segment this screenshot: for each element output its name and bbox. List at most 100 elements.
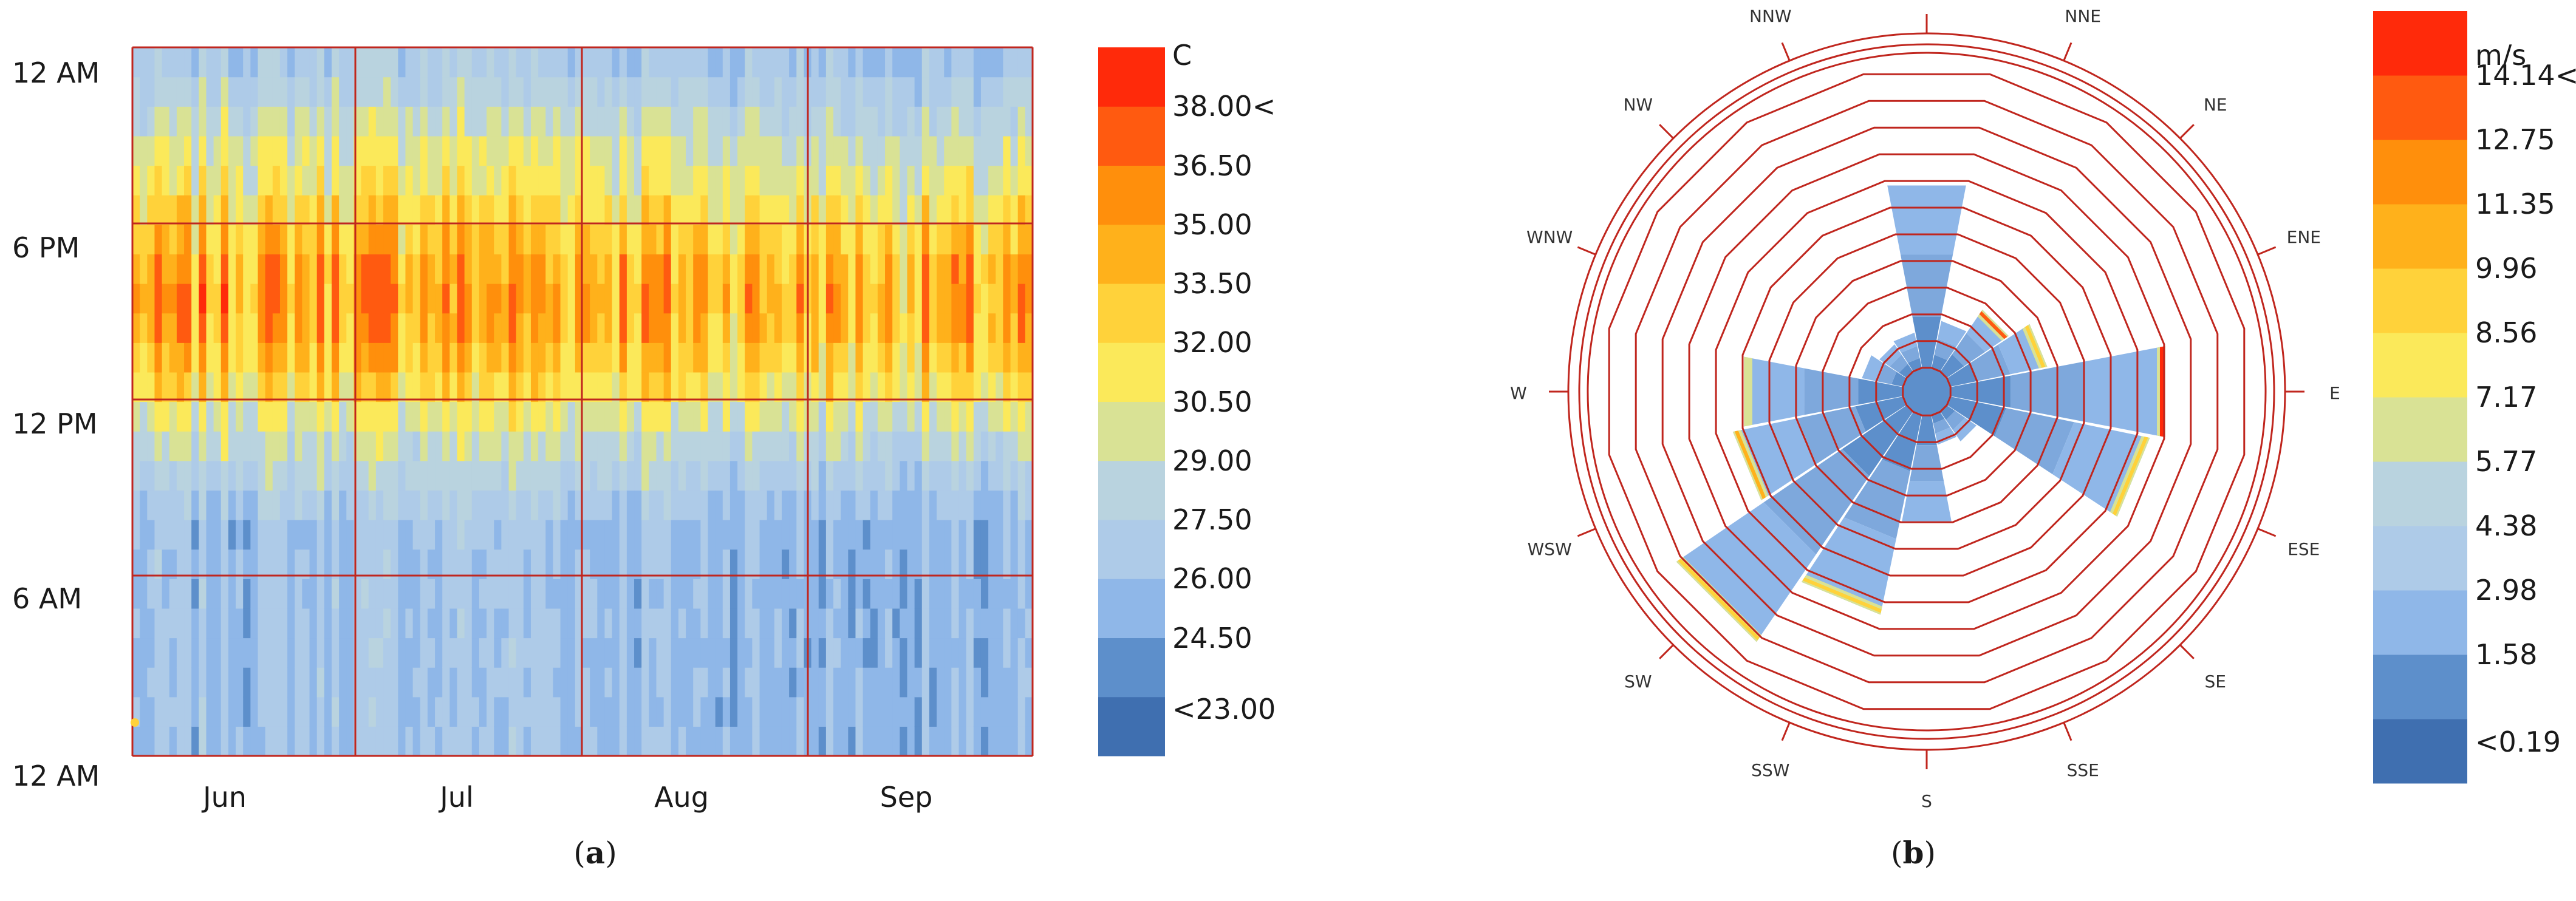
heatmap-cell	[796, 638, 805, 668]
heatmap-cell	[508, 726, 517, 756]
heatmap-cell	[700, 284, 709, 314]
heatmap-cell	[427, 579, 436, 609]
heatmap-cell	[331, 638, 340, 668]
heatmap-cell	[958, 342, 967, 373]
heatmap-cell	[427, 608, 436, 639]
heatmap-cell	[250, 696, 259, 727]
heatmap-cell	[958, 195, 967, 225]
heatmap-cell	[789, 726, 797, 756]
heatmap-cell	[516, 638, 524, 668]
heatmap-cell	[464, 667, 473, 698]
heatmap-cell	[715, 165, 723, 195]
heatmap-cell	[921, 135, 930, 166]
heatmap-cell	[958, 284, 967, 314]
compass-label: SSW	[1751, 760, 1789, 780]
heatmap-cell	[339, 165, 347, 195]
heatmap-cell	[811, 460, 819, 491]
heatmap-cell	[487, 106, 494, 137]
heatmap-cell	[929, 608, 937, 639]
heatmap-cell	[597, 372, 606, 403]
heatmap-cell	[656, 726, 664, 756]
heatmap-cell	[914, 638, 923, 668]
colorbar-b-swatch	[2373, 526, 2467, 591]
heatmap-cell	[258, 401, 266, 432]
heatmap-cell	[206, 520, 214, 550]
heatmap-cell	[375, 431, 384, 461]
heatmap-cell	[641, 254, 649, 284]
heatmap-cell	[759, 638, 768, 668]
heatmap-cell	[324, 195, 332, 225]
heatmap-cell	[346, 195, 355, 225]
heatmap-cell	[833, 224, 841, 254]
colorbar-a-label: 35.00	[1172, 208, 1252, 241]
heatmap-cell	[789, 372, 797, 403]
heatmap-cell	[649, 47, 657, 78]
heatmap-cell	[693, 549, 701, 579]
heatmap-cell	[796, 284, 805, 314]
heatmap-cell	[169, 638, 177, 668]
heatmap-cell	[907, 76, 915, 107]
heatmap-cell	[405, 608, 414, 639]
heatmap-cell	[634, 460, 642, 491]
heatmap-cell	[553, 76, 561, 107]
heatmap-cell	[811, 47, 819, 78]
heatmap-cell	[316, 431, 325, 461]
heatmap-cell	[236, 431, 244, 461]
heatmap-cell	[545, 342, 554, 373]
heatmap-cell	[199, 372, 207, 403]
heatmap-cell	[900, 342, 908, 373]
heatmap-cell	[833, 195, 841, 225]
heatmap-cell	[191, 549, 199, 579]
heatmap-cell	[825, 608, 834, 639]
heatmap-cell	[752, 431, 760, 461]
heatmap-cell	[722, 342, 731, 373]
heatmap-cell	[980, 342, 989, 373]
heatmap-cell	[316, 224, 325, 254]
heatmap-cell	[346, 372, 355, 403]
heatmap-cell	[796, 76, 805, 107]
heatmap-cell	[604, 490, 613, 520]
heatmap-cell	[1010, 431, 1019, 461]
heatmap-cell	[501, 106, 510, 137]
heatmap-cell	[708, 638, 716, 668]
heatmap-cell	[958, 372, 967, 403]
heatmap-cell	[590, 372, 598, 403]
heatmap-cell	[678, 342, 686, 373]
heatmap-cell	[708, 342, 716, 373]
heatmap-cell	[383, 579, 391, 609]
heatmap-cell	[1025, 726, 1033, 756]
heatmap-cell	[523, 431, 531, 461]
wind-rose-ring	[1795, 260, 2058, 523]
heatmap-cell	[937, 284, 945, 314]
heatmap-cell	[258, 667, 266, 698]
heatmap-cell	[641, 726, 649, 756]
heatmap-cell	[796, 579, 805, 609]
heatmap-cell	[767, 342, 775, 373]
heatmap-cell	[375, 135, 384, 166]
heatmap-cell	[818, 490, 827, 520]
heatmap-cell	[914, 76, 923, 107]
heatmap-cell	[346, 401, 355, 432]
heatmap-cell	[656, 284, 664, 314]
heatmap-cell	[140, 520, 148, 550]
heatmap-cell	[331, 284, 340, 314]
compass-label: S	[1921, 791, 1932, 811]
heatmap-cell	[508, 195, 517, 225]
heatmap-cell	[279, 520, 288, 550]
heatmap-cell	[523, 549, 531, 579]
heatmap-cell	[656, 549, 664, 579]
colorbar-b-label: 1.58	[2475, 638, 2538, 671]
heatmap-cell	[191, 47, 199, 78]
heatmap-cell	[471, 106, 480, 137]
heatmap-cell	[583, 460, 590, 491]
colorbar-a-swatch	[1098, 342, 1165, 402]
heatmap-cell	[796, 696, 805, 727]
heatmap-cell	[265, 667, 273, 698]
wind-rose-calm	[1902, 367, 1951, 416]
heatmap-cell	[162, 195, 170, 225]
heatmap-cell	[154, 76, 163, 107]
heatmap-cell	[567, 342, 576, 373]
heatmap-cell	[980, 135, 989, 166]
heatmap-cell	[590, 284, 598, 314]
heatmap-cell	[825, 135, 834, 166]
